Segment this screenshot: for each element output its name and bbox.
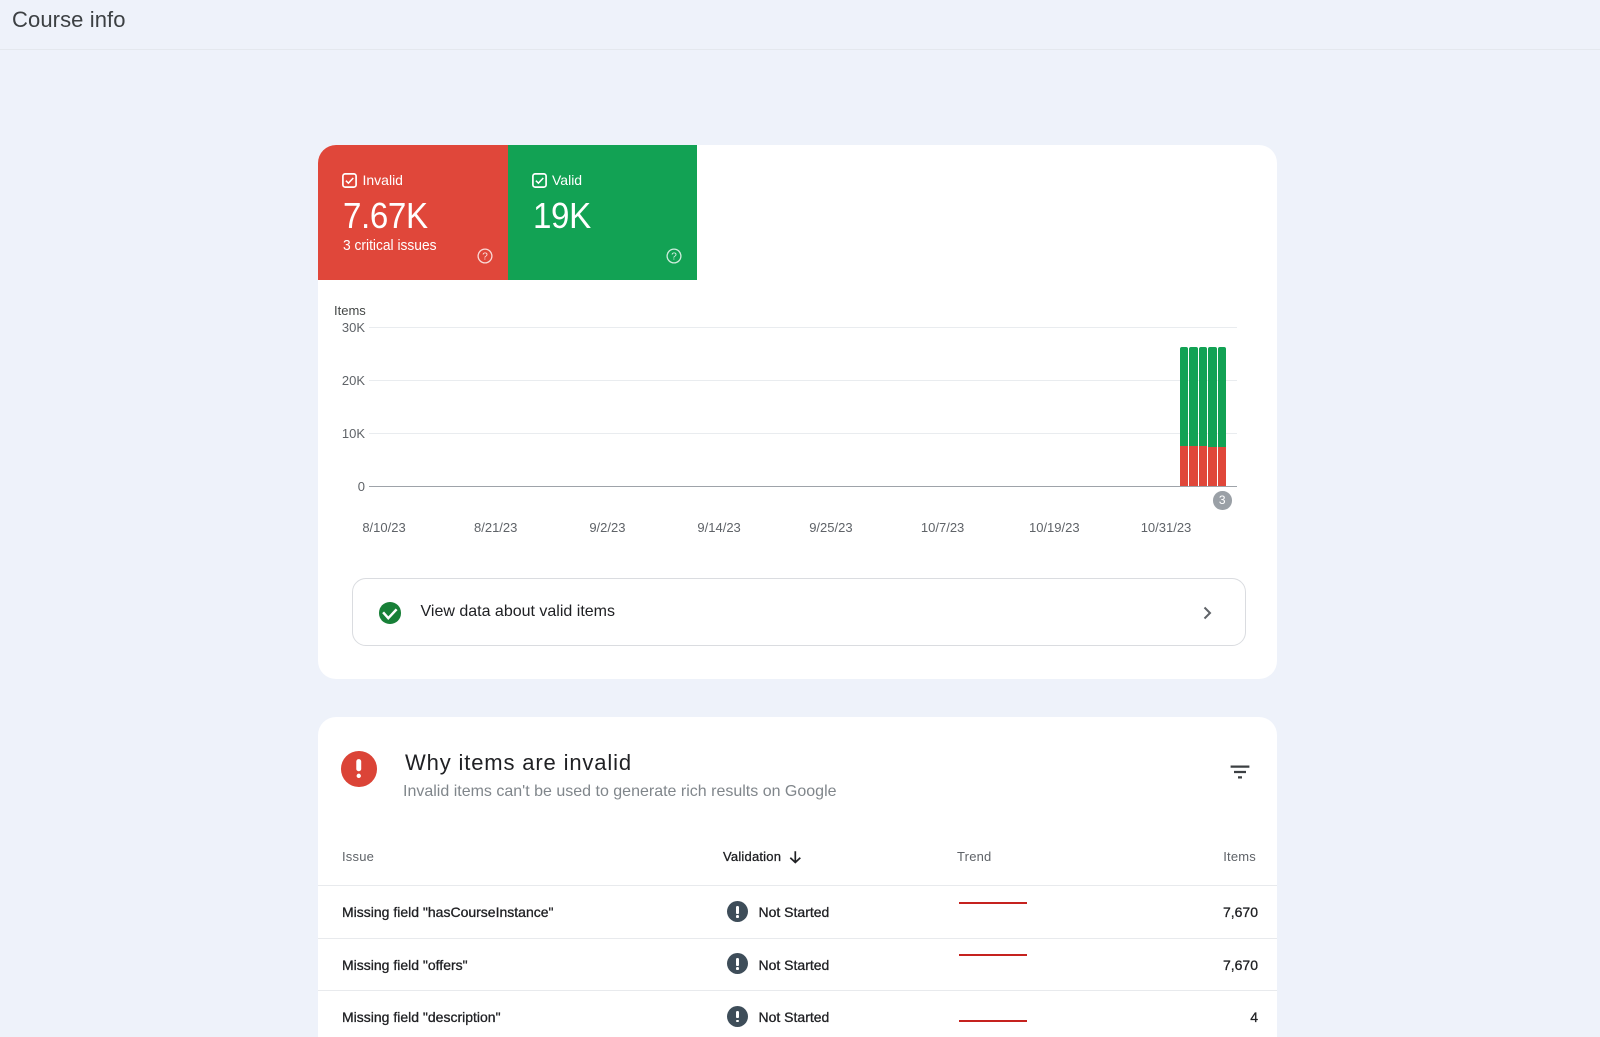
svg-text:?: ? <box>671 252 677 263</box>
svg-text:?: ? <box>482 252 488 263</box>
